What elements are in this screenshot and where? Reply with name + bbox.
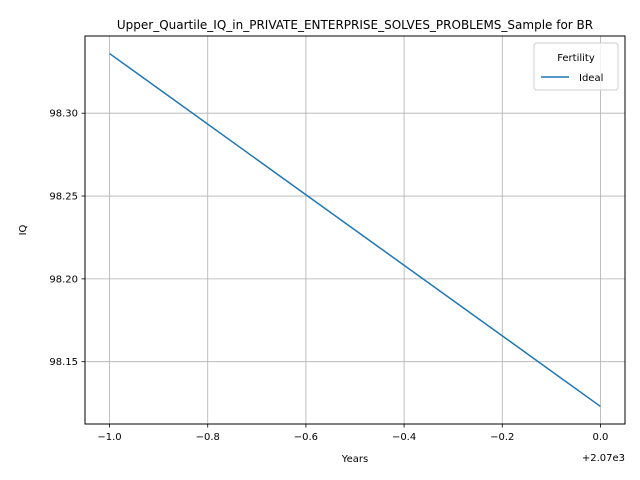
y-axis-ticks: 98.15 98.20 98.25 98.30 (49, 109, 85, 368)
series-layer (109, 52, 601, 408)
legend-title: Fertility (557, 53, 595, 64)
chart-title: Upper_Quartile_IQ_in_PRIVATE_ENTERPRISE_… (117, 18, 593, 32)
series-line-ideal (109, 52, 601, 408)
y-axis-label: IQ (18, 224, 29, 235)
legend: Fertility Ideal (533, 42, 619, 91)
x-tick-label: −0.2 (490, 432, 514, 443)
legend-entry-ideal: Ideal (579, 73, 603, 84)
x-tick-label: −0.6 (294, 432, 318, 443)
y-tick-label: 98.30 (49, 109, 78, 120)
x-tick-label: 0.0 (593, 432, 609, 443)
y-tick-label: 98.20 (49, 274, 78, 285)
x-tick-label: −0.4 (392, 432, 416, 443)
legend-box (533, 42, 619, 91)
plot-area-frame (84, 35, 626, 425)
x-tick-label: −0.8 (196, 432, 220, 443)
y-tick-label: 98.25 (49, 192, 78, 203)
x-axis-label: Years (341, 454, 368, 465)
x-axis-ticks: −1.0 −0.8 −0.6 −0.4 −0.2 0.0 (97, 424, 608, 443)
x-axis-offset-label: +2.07e3 (582, 453, 625, 464)
grid (85, 36, 625, 424)
y-tick-label: 98.15 (49, 357, 78, 368)
x-tick-label: −1.0 (97, 432, 121, 443)
